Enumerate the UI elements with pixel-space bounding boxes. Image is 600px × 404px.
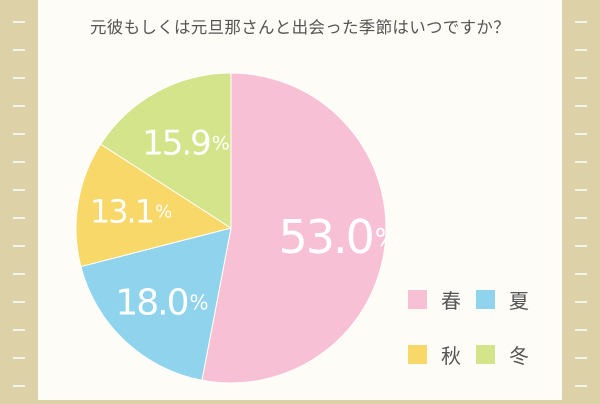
- pie-label-autumn: 13.1%: [90, 193, 172, 231]
- pie-slice-spring: [201, 72, 387, 384]
- legend-item-spring: 春: [408, 285, 476, 314]
- legend-swatch-autumn: [408, 345, 427, 364]
- legend-label-autumn: 秋: [441, 344, 461, 368]
- legend-item-summer: 夏: [476, 285, 544, 314]
- legend-label-winter: 冬: [509, 344, 529, 368]
- legend-label-summer: 夏: [509, 289, 529, 313]
- chart-title: 元彼もしくは元旦那さんと出会った季節はいつですか？: [90, 18, 510, 37]
- pie-slice-winter: [99, 72, 232, 229]
- legend-swatch-winter: [476, 345, 495, 364]
- pie-slice-summer: [80, 227, 232, 381]
- legend-item-autumn: 秋: [408, 340, 476, 369]
- legend-swatch-summer: [476, 290, 495, 309]
- legend-item-winter: 冬: [476, 340, 544, 369]
- pie-label-spring: 53.0%: [278, 210, 397, 264]
- right-border-strip: [562, 0, 600, 400]
- right-dash-pattern: [575, 21, 587, 387]
- legend-swatch-spring: [408, 290, 427, 309]
- left-dash-pattern: [13, 21, 25, 387]
- left-border-strip: [0, 0, 38, 400]
- pie-slice-autumn: [75, 143, 233, 268]
- pie-label-winter: 15.9%: [142, 124, 229, 164]
- pie-label-summer: 18.0%: [115, 282, 207, 323]
- chart-legend: 春 夏 秋 冬: [408, 285, 544, 369]
- legend-label-spring: 春: [441, 289, 461, 313]
